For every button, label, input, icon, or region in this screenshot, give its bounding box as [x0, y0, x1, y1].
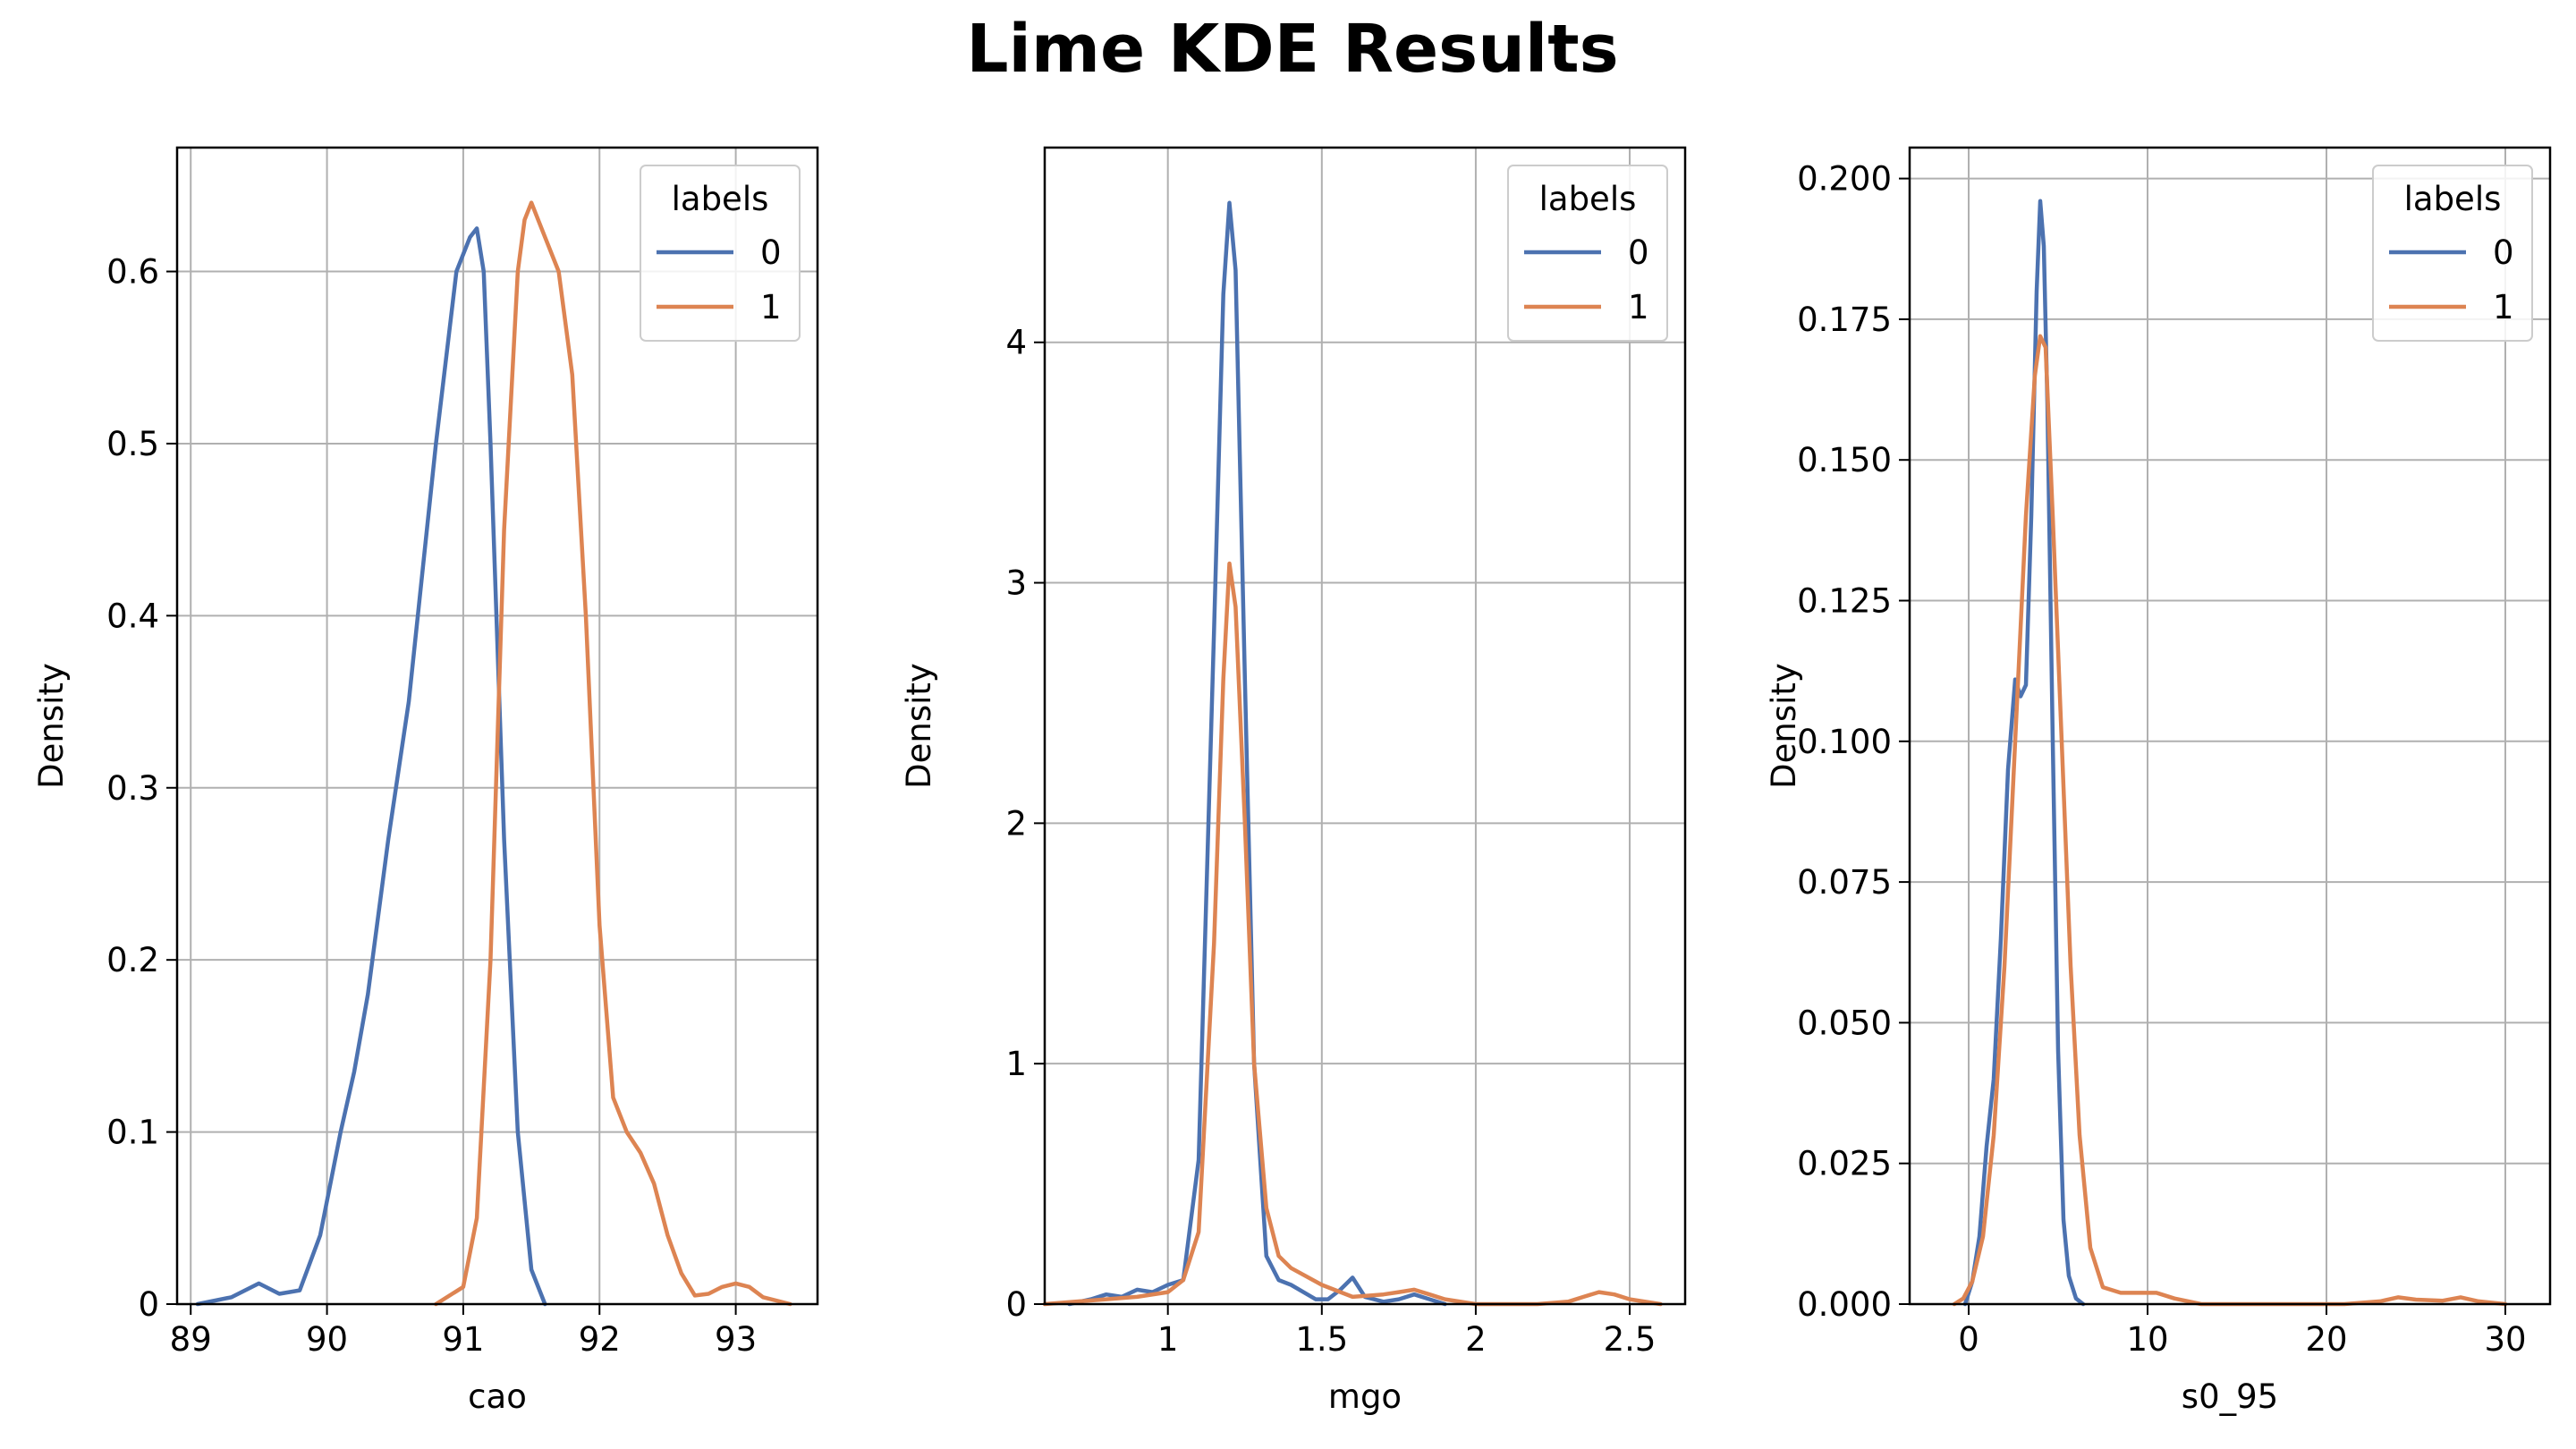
kde-line-label-1: [1952, 334, 2508, 1307]
legend-entry-label: 1: [1628, 288, 1649, 326]
x-tick-label: 89: [170, 1320, 212, 1359]
y-tick-label: 0.175: [1797, 301, 1892, 339]
y-tick-label: 4: [1005, 324, 1027, 362]
x-tick-label: 93: [715, 1320, 757, 1359]
y-tick-label: 0.125: [1797, 582, 1892, 621]
y-tick-label: 0.200: [1797, 160, 1892, 199]
subplot-3: 0 10 20 300.0000.0250.0500.0750.1000.1250.1…: [1765, 146, 2552, 1416]
subplot-panels: 89 90 91 92 93 0 0.1 0.2 0.3 0.4 0.5 0.6 cao Density l…: [32, 146, 2552, 1416]
y-tick-label: 1: [1005, 1045, 1027, 1083]
axes-frame: [1043, 146, 1687, 1306]
y-tick-label: 0.000: [1797, 1285, 1892, 1324]
y-axis-label: Density: [32, 663, 71, 789]
x-tick-label: 0: [1958, 1320, 1979, 1359]
x-tick-label: 92: [579, 1320, 621, 1359]
kde-line-label-0: [1962, 199, 2086, 1307]
x-tick-label: 30: [2484, 1320, 2526, 1359]
figure-title: Lime KDE Results: [966, 11, 1618, 88]
x-tick-label: 1.5: [1295, 1320, 1348, 1359]
y-axis-label: Density: [1765, 663, 1803, 789]
y-tick-label: 0: [138, 1285, 159, 1324]
x-axis-label: mgo: [1328, 1377, 1402, 1416]
y-tick-label: 3: [1005, 564, 1027, 603]
legend-entry-label: 0: [760, 233, 782, 272]
x-tick-label: 10: [2126, 1320, 2168, 1359]
y-tick-label: 0.150: [1797, 441, 1892, 479]
y-tick-label: 0.3: [106, 769, 159, 808]
legend-entry-label: 0: [1628, 233, 1649, 272]
legend-title: labels: [672, 180, 769, 218]
subplot-2: 1 1.5 2 2.5 0 1 2 3 4 mgo Density labels 0 1: [900, 146, 1687, 1416]
y-tick-label: 0.2: [106, 941, 159, 979]
y-tick-label: 0.6: [106, 253, 159, 292]
y-tick-label: 0.050: [1797, 1004, 1892, 1042]
x-tick-label: 91: [442, 1320, 484, 1359]
legend: labels 0 1: [1507, 165, 1668, 342]
subplot-1: 89 90 91 92 93 0 0.1 0.2 0.3 0.4 0.5 0.6 cao Density l…: [32, 146, 819, 1416]
y-tick-label: 0.025: [1797, 1145, 1892, 1183]
kde-line-label-1: [1042, 561, 1663, 1307]
legend-entry-label: 1: [2493, 288, 2514, 326]
y-tick-label: 0: [1005, 1285, 1027, 1324]
x-axis-label: s0_95: [2182, 1377, 2278, 1416]
x-tick-label: 2.5: [1604, 1320, 1657, 1359]
y-tick-label: 0.4: [106, 597, 159, 635]
x-tick-label: 20: [2305, 1320, 2347, 1359]
legend-entry-label: 1: [760, 288, 782, 326]
x-axis-label: cao: [468, 1377, 527, 1416]
y-axis-label: Density: [900, 663, 938, 789]
legend-title: labels: [1539, 180, 1637, 218]
y-tick-label: 0.1: [106, 1114, 159, 1152]
x-tick-label: 90: [306, 1320, 348, 1359]
axes-frame: [175, 146, 819, 1306]
legend-title: labels: [2404, 180, 2502, 218]
y-tick-label: 2: [1005, 804, 1027, 843]
y-tick-label: 0.075: [1797, 863, 1892, 902]
legend-entry-label: 0: [2493, 233, 2514, 272]
kde-line-label-1: [434, 200, 792, 1307]
legend: labels 0 1: [2372, 165, 2533, 342]
x-tick-label: 1: [1157, 1320, 1179, 1359]
legend: labels 0 1: [640, 165, 801, 342]
axes-frame: [1908, 146, 2552, 1306]
y-tick-label: 0.5: [106, 425, 159, 463]
x-tick-label: 2: [1465, 1320, 1487, 1359]
y-tick-label: 0.100: [1797, 723, 1892, 761]
